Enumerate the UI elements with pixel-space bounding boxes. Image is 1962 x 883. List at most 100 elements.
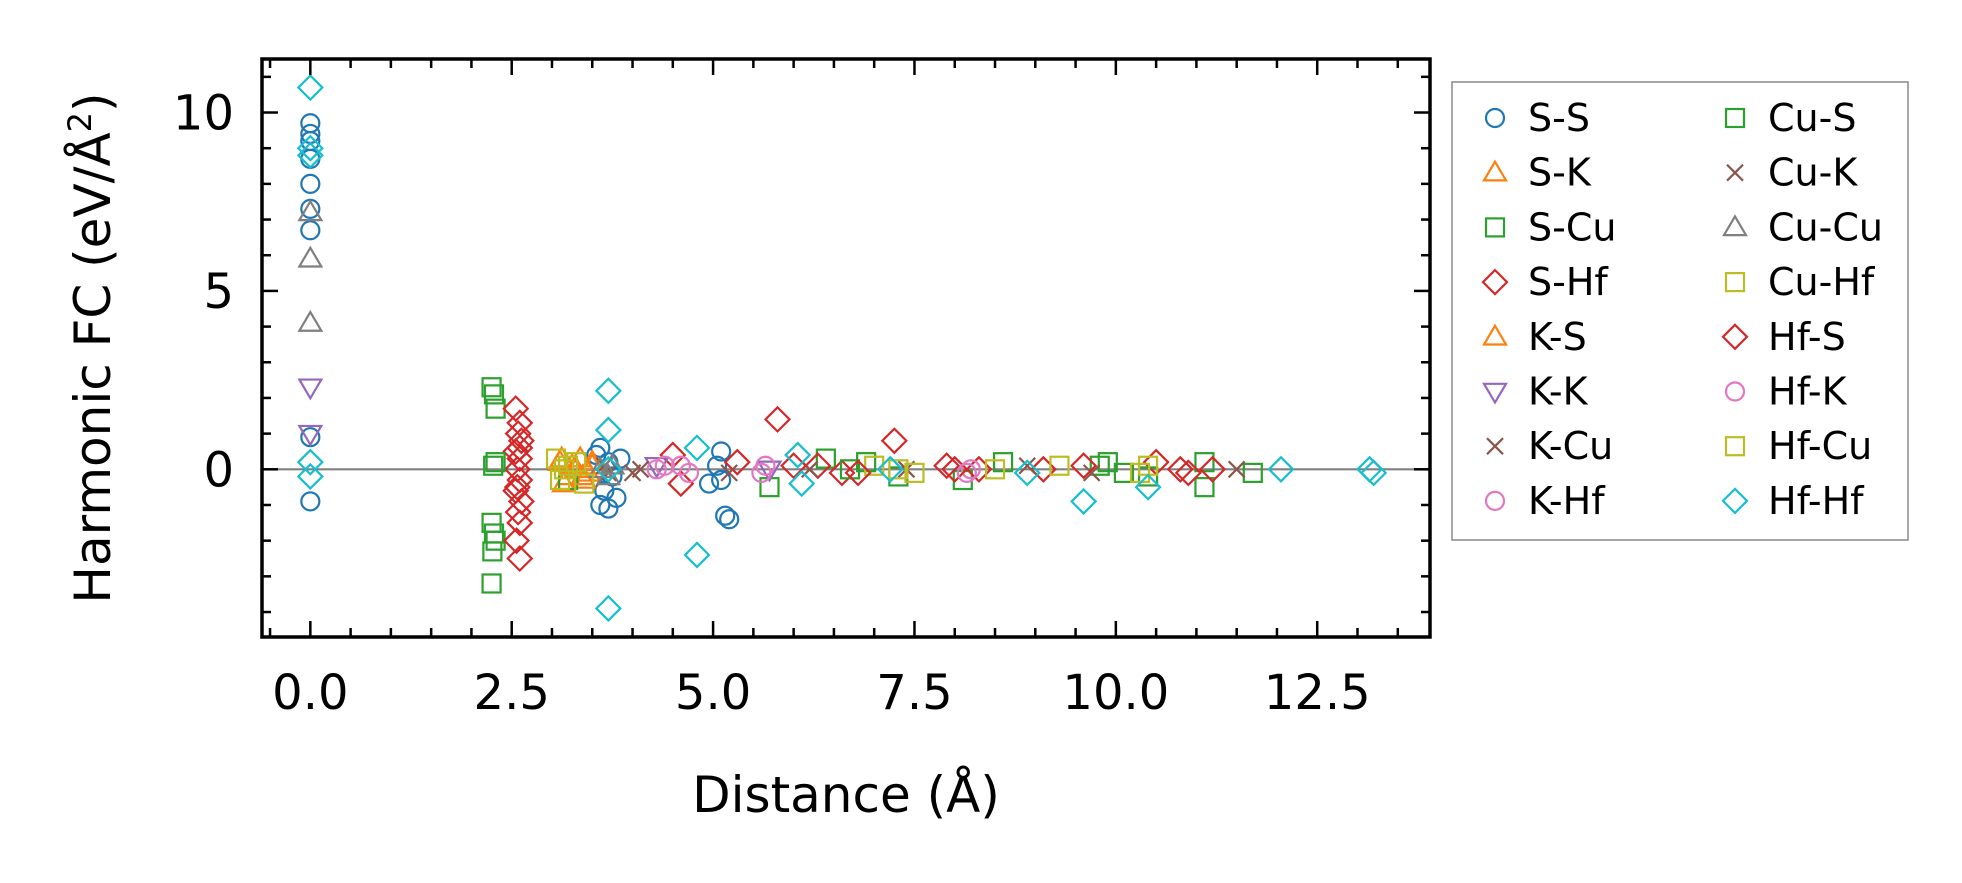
ticks-layer: 0.0 2.5 5.0 7.5 10.0 12.5 0 5 10 bbox=[173, 59, 1430, 721]
data-point bbox=[711, 469, 732, 491]
legend-label: K-S bbox=[1528, 315, 1587, 359]
legend-label: Hf-Hf bbox=[1768, 479, 1865, 523]
data-point bbox=[888, 459, 909, 480]
legend-label: Cu-Cu bbox=[1768, 205, 1883, 249]
data-point bbox=[502, 395, 530, 423]
x-axis-title: Distance (Å) bbox=[692, 766, 1000, 824]
legend-label: K-Hf bbox=[1528, 479, 1606, 523]
legend-marker bbox=[1722, 214, 1748, 237]
plot-frame bbox=[260, 57, 1432, 639]
data-point bbox=[956, 462, 977, 483]
legend-frame bbox=[1451, 81, 1909, 541]
data-point bbox=[804, 452, 832, 480]
data-point bbox=[1082, 464, 1101, 482]
data-point bbox=[594, 455, 622, 483]
data-point bbox=[297, 378, 324, 401]
data-point bbox=[483, 455, 504, 476]
data-point bbox=[300, 491, 321, 512]
data-point bbox=[574, 473, 595, 494]
legend: S-S S-K S-Cu S-Hf K-S K-K K-Cu K-Hf Cu-S Cu-K Cu-C… bbox=[1451, 81, 1909, 541]
legend-label: Cu-Hf bbox=[1768, 260, 1876, 304]
legend-item-hf-cu: Hf-Cu bbox=[1724, 424, 1872, 468]
legend-item-s-s: S-S bbox=[1484, 96, 1590, 140]
legend-label: K-K bbox=[1528, 370, 1589, 414]
series-k-k bbox=[297, 378, 783, 483]
legend-marker bbox=[1724, 381, 1746, 402]
data-point bbox=[698, 473, 720, 494]
legend-marker bbox=[1484, 217, 1506, 238]
legend-marker bbox=[1484, 107, 1506, 129]
data-point bbox=[503, 473, 531, 501]
legend-item-hf-k: Hf-K bbox=[1724, 370, 1848, 414]
legend-marker bbox=[1484, 490, 1506, 511]
data-point bbox=[296, 448, 324, 476]
data-point bbox=[300, 220, 321, 241]
legend-label: S-Hf bbox=[1528, 260, 1609, 304]
data-point bbox=[506, 544, 534, 573]
legend-item-hf-s: Hf-S bbox=[1721, 315, 1846, 359]
legend-marker bbox=[1482, 159, 1508, 182]
legend-item-k-s: K-S bbox=[1482, 315, 1587, 359]
data-point bbox=[1227, 460, 1246, 479]
data-point bbox=[296, 73, 324, 102]
legend-item-s-cu: S-Cu bbox=[1484, 205, 1616, 249]
data-point bbox=[960, 459, 981, 480]
data-point bbox=[504, 498, 532, 526]
data-point bbox=[683, 434, 711, 462]
legend-marker bbox=[1482, 323, 1508, 346]
data-point bbox=[904, 462, 925, 483]
legend-marker bbox=[1721, 323, 1749, 351]
y-tick-label: 0 bbox=[203, 442, 234, 498]
legend-marker bbox=[1482, 382, 1508, 405]
data-point bbox=[707, 455, 728, 476]
legend-label: Cu-S bbox=[1768, 96, 1856, 140]
y-axis-title-main: Harmonic FC (eV/Å bbox=[64, 132, 122, 603]
legend-marker bbox=[1724, 272, 1746, 293]
data-point bbox=[506, 445, 534, 473]
legend-label: Cu-K bbox=[1768, 151, 1858, 195]
legend-item-s-hf: S-Hf bbox=[1481, 260, 1609, 304]
x-tick-label: 2.5 bbox=[474, 665, 550, 721]
legend-marker bbox=[1486, 437, 1504, 455]
data-point bbox=[711, 441, 732, 462]
y-tick-label: 10 bbox=[173, 86, 234, 142]
data-point bbox=[1070, 452, 1098, 480]
data-point bbox=[815, 448, 836, 469]
data-point bbox=[1049, 455, 1070, 476]
data-point bbox=[876, 455, 904, 483]
data-point bbox=[1070, 487, 1098, 515]
data-point bbox=[1242, 462, 1263, 483]
x-tick-label: 10.0 bbox=[1062, 665, 1169, 721]
legend-item-cu-k: Cu-K bbox=[1726, 151, 1858, 195]
series-hf-hf bbox=[296, 73, 1388, 623]
data-point bbox=[606, 487, 627, 508]
y-tick-label: 5 bbox=[203, 264, 234, 320]
data-point bbox=[506, 434, 534, 462]
y-axis-title-sup: 2 bbox=[61, 112, 99, 132]
data-point bbox=[720, 464, 738, 482]
legend-marker bbox=[1724, 107, 1746, 129]
legend-item-cu-cu: Cu-Cu bbox=[1722, 205, 1883, 249]
data-point bbox=[1013, 459, 1041, 487]
data-point bbox=[788, 470, 816, 498]
legend-marker bbox=[1724, 436, 1746, 457]
data-point bbox=[296, 134, 324, 162]
series-hf-k bbox=[654, 455, 977, 483]
data-point bbox=[756, 460, 783, 483]
data-point bbox=[1097, 452, 1118, 473]
legend-item-cu-hf: Cu-Hf bbox=[1724, 260, 1876, 304]
data-point bbox=[485, 452, 506, 473]
legend-label: Hf-K bbox=[1768, 370, 1848, 414]
data-point bbox=[553, 459, 575, 480]
legend-label: S-K bbox=[1528, 151, 1592, 195]
data-point bbox=[1194, 452, 1215, 473]
data-point bbox=[296, 141, 324, 169]
legend-item-hf-hf: Hf-Hf bbox=[1721, 479, 1865, 523]
data-point bbox=[507, 427, 535, 455]
data-point bbox=[719, 509, 740, 530]
legend-item-k-k: K-K bbox=[1482, 370, 1589, 414]
data-point bbox=[933, 452, 961, 480]
legend-label: S-Cu bbox=[1528, 205, 1616, 249]
data-point bbox=[504, 420, 532, 448]
data-point bbox=[481, 573, 502, 594]
